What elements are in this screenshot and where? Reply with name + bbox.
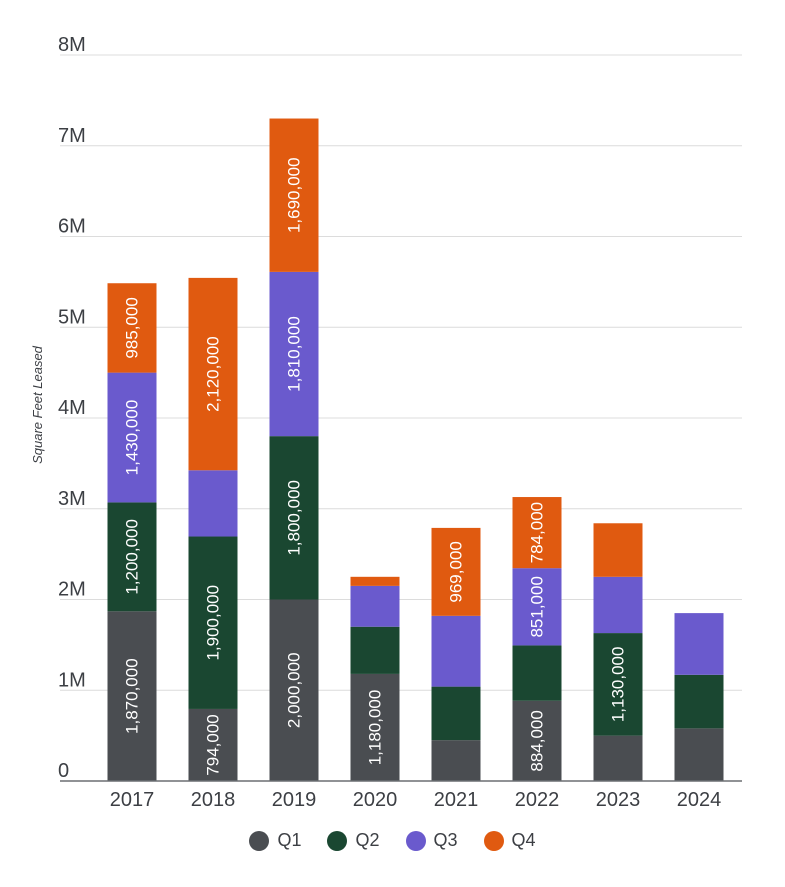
legend-swatch	[327, 830, 348, 851]
data-labels: 1,870,000 1,200,000 1,430,000 985,000 794,00…	[123, 157, 628, 775]
bar-q4-2019	[269, 118, 319, 272]
data-label: 985,000	[123, 297, 142, 358]
bar-q2-2022	[512, 645, 562, 701]
data-label: 1,200,000	[123, 519, 142, 595]
data-label: 1,800,000	[285, 480, 304, 556]
legend: Q1 Q2 Q3 Q4	[0, 830, 785, 851]
bar-q1-2017	[107, 611, 157, 781]
bar-q1-2018	[188, 708, 238, 781]
data-label: 1,810,000	[285, 316, 304, 392]
bar-q1-2019	[269, 599, 319, 781]
bar-q1-2024	[674, 728, 724, 781]
y-tick-label: 1M	[58, 669, 86, 691]
y-tick-label: 4M	[58, 397, 86, 419]
data-label: 794,000	[204, 714, 223, 775]
x-tick-label: 2020	[353, 789, 398, 811]
bar-q3-2019	[269, 271, 319, 437]
legend-swatch	[483, 830, 504, 851]
legend-item-q2: Q2	[327, 830, 380, 851]
y-tick-label: 7M	[58, 125, 86, 147]
data-label: 1,180,000	[366, 690, 385, 766]
data-label: 1,430,000	[123, 400, 142, 476]
x-tick-label: 2017	[110, 789, 155, 811]
bar-q3-2024	[674, 613, 724, 675]
bar-q4-2020	[350, 576, 400, 586]
data-label: 969,000	[447, 541, 466, 602]
x-tick-label: 2022	[515, 789, 560, 811]
bar-q4-2023	[593, 523, 643, 577]
bar-q1-2022	[512, 700, 562, 781]
legend-item-q3: Q3	[405, 830, 458, 851]
bar-q4-2018	[188, 277, 238, 471]
y-tick-label: 0	[58, 760, 69, 782]
bars	[107, 118, 724, 781]
legend-label: Q1	[277, 830, 302, 850]
bar-q2-2021	[431, 686, 481, 741]
x-tick-label: 2018	[191, 789, 236, 811]
bar-q4-2022	[512, 497, 562, 569]
x-tick-label: 2019	[272, 789, 317, 811]
bar-q4-2017	[107, 283, 157, 373]
y-axis-ticks: 0 1M 2M 3M 4M 5M 6M 7M 8M	[58, 34, 86, 782]
bar-q1-2023	[593, 735, 643, 781]
y-tick-label: 3M	[58, 488, 86, 510]
data-label: 1,690,000	[285, 157, 304, 233]
bar-q1-2021	[431, 740, 481, 781]
legend-item-q1: Q1	[249, 830, 301, 851]
bar-q3-2022	[512, 568, 562, 646]
data-label: 1,130,000	[609, 647, 628, 723]
data-label: 784,000	[528, 502, 547, 563]
gridlines	[60, 54, 742, 691]
bar-q2-2023	[593, 633, 643, 736]
bar-q1-2020	[350, 673, 400, 781]
y-tick-label: 2M	[58, 579, 86, 601]
data-label: 2,120,000	[204, 336, 223, 412]
x-axis-ticks: 2017 2018 2019 2020 2021 2022 2023 2024	[110, 789, 722, 811]
x-tick-label: 2021	[434, 789, 479, 811]
legend-swatch	[249, 830, 270, 851]
bar-q4-2021	[431, 527, 481, 616]
bar-q2-2018	[188, 536, 238, 709]
data-label: 884,000	[528, 710, 547, 771]
x-tick-label: 2024	[677, 789, 722, 811]
bar-q2-2017	[107, 502, 157, 612]
y-tick-label: 6M	[58, 216, 86, 238]
y-axis-label: Square Feet Leased	[30, 345, 45, 464]
legend-label: Q3	[433, 830, 458, 850]
data-label: 851,000	[528, 576, 547, 637]
legend-item-q4: Q4	[483, 830, 536, 851]
bar-q3-2021	[431, 615, 481, 687]
data-label: 1,870,000	[123, 658, 142, 734]
legend-label: Q4	[511, 830, 536, 850]
bar-q3-2023	[593, 576, 643, 634]
bar-q3-2017	[107, 372, 157, 503]
bar-q3-2018	[188, 470, 238, 537]
legend-label: Q2	[355, 830, 380, 850]
y-tick-label: 8M	[58, 34, 86, 56]
legend-swatch	[405, 830, 426, 851]
y-tick-label: 5M	[58, 306, 86, 328]
x-tick-label: 2023	[596, 789, 641, 811]
bar-q2-2019	[269, 436, 319, 600]
bar-q3-2020	[350, 585, 400, 627]
data-label: 2,000,000	[285, 652, 304, 728]
data-label: 1,900,000	[204, 585, 223, 661]
bar-q2-2020	[350, 626, 400, 674]
bar-q2-2024	[674, 674, 724, 729]
